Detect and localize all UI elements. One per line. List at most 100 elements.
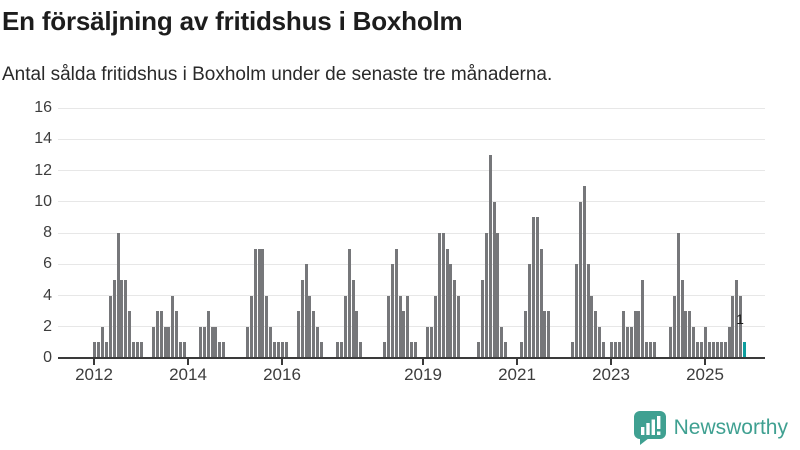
bar <box>715 342 719 358</box>
bar <box>633 311 637 358</box>
bar <box>335 342 339 358</box>
x-axis-label: 2016 <box>263 365 301 384</box>
bar <box>308 295 312 358</box>
bar <box>543 311 547 358</box>
bar <box>680 279 684 358</box>
bar <box>390 264 394 358</box>
bar <box>649 342 653 358</box>
bar <box>206 311 210 358</box>
bar <box>183 342 187 358</box>
x-axis-tick <box>281 359 283 365</box>
bar <box>112 279 116 358</box>
bar <box>93 342 96 358</box>
bar <box>339 342 343 358</box>
bar <box>257 248 261 358</box>
newsworthy-logo[interactable]: Newsworthy <box>633 410 788 445</box>
bar <box>696 342 700 358</box>
bar <box>359 342 363 358</box>
bar <box>453 279 457 358</box>
bar <box>590 295 594 358</box>
bar <box>171 295 175 358</box>
bar <box>140 342 143 358</box>
bar <box>414 342 418 358</box>
bar <box>132 342 136 358</box>
bar <box>586 264 590 358</box>
bar <box>104 342 108 358</box>
y-axis-label: 4 <box>43 286 52 304</box>
x-axis-label: 2025 <box>686 365 724 384</box>
bar <box>445 248 449 358</box>
bar <box>402 311 406 358</box>
x-axis-tick <box>704 359 706 365</box>
bar <box>320 342 324 358</box>
x-axis-label: 2012 <box>75 365 113 384</box>
x-axis-tick <box>516 359 518 365</box>
bar <box>625 326 629 358</box>
bar <box>492 201 496 358</box>
x-axis-label: 2014 <box>169 365 207 384</box>
bar <box>688 311 692 358</box>
bar <box>488 154 492 358</box>
bar <box>684 311 688 358</box>
bar <box>539 248 543 358</box>
y-axis-label: 8 <box>43 224 52 241</box>
bar <box>547 311 551 358</box>
bar <box>245 326 249 358</box>
bar <box>159 311 163 358</box>
y-axis-label: 6 <box>43 255 52 273</box>
bar <box>214 326 218 358</box>
gridline <box>58 138 765 140</box>
bar <box>523 311 527 358</box>
bar <box>582 186 586 358</box>
bar <box>484 233 488 358</box>
bar <box>711 342 715 358</box>
bar <box>441 233 445 358</box>
y-axis-label: 0 <box>43 349 52 366</box>
bar <box>296 311 300 358</box>
bar <box>304 264 308 358</box>
bar <box>527 264 531 358</box>
bar <box>167 326 171 358</box>
bar <box>124 279 128 358</box>
chart-title: En försäljning av fritidshus i Boxholm <box>2 6 463 36</box>
bar <box>617 342 621 358</box>
bar <box>723 342 727 358</box>
bar <box>163 326 167 358</box>
y-axis-label: 12 <box>34 161 52 179</box>
last-value-label: 1 <box>736 311 744 328</box>
x-axis-label: 2023 <box>592 365 630 384</box>
gridline <box>58 232 765 234</box>
bar <box>535 217 539 358</box>
bar <box>476 342 480 358</box>
bar <box>406 295 410 358</box>
bar <box>382 342 386 358</box>
bar <box>312 311 316 358</box>
bar-highlighted-latest <box>743 342 747 358</box>
bar <box>598 326 602 358</box>
bar <box>707 342 711 358</box>
bar <box>574 264 578 358</box>
bar <box>128 311 132 358</box>
bar <box>210 326 214 358</box>
bar <box>398 295 402 358</box>
chart-subtitle: Antal sålda fritidshus i Boxholm under d… <box>2 64 553 85</box>
bar <box>410 342 414 358</box>
bar <box>727 326 731 358</box>
bar <box>96 342 100 358</box>
bar <box>179 342 183 358</box>
bar <box>500 326 504 358</box>
bar <box>151 326 155 358</box>
bar <box>100 326 104 358</box>
bar <box>668 326 672 358</box>
bar <box>531 217 535 358</box>
gridline <box>58 107 765 109</box>
bar <box>261 248 265 358</box>
bar <box>433 295 437 358</box>
bar <box>343 295 347 358</box>
bar <box>316 326 320 358</box>
x-axis-tick <box>93 359 95 365</box>
gridline <box>58 263 765 265</box>
bar <box>386 295 390 358</box>
x-axis-tick <box>610 359 612 365</box>
